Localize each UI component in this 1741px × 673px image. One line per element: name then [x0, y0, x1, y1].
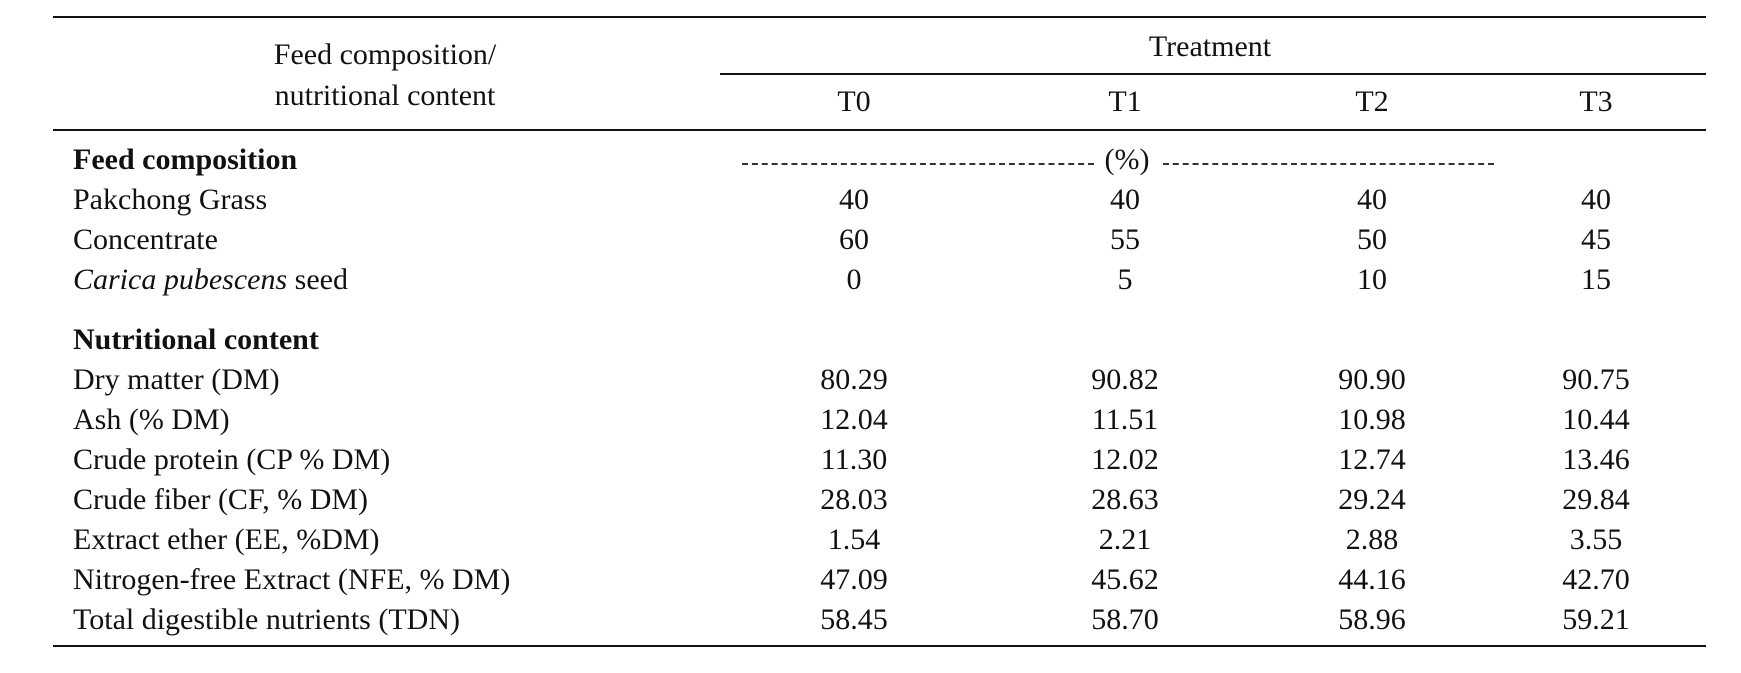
cell-value: 44.16	[1338, 563, 1406, 596]
cell-value: 58.96	[1338, 603, 1406, 636]
cell-value: 2.21	[1098, 523, 1152, 556]
cell-value: 40	[1110, 183, 1140, 216]
cell-value: 90.82	[1091, 363, 1159, 396]
cell-value: 40	[1581, 183, 1611, 216]
cell-value: 40	[839, 183, 869, 216]
section-title: Feed composition	[73, 143, 298, 176]
cell-value: 58.45	[820, 603, 888, 636]
cell-value: 11.30	[820, 443, 888, 476]
header-rule	[53, 129, 1706, 131]
section-unit: (%)	[1104, 143, 1150, 176]
column-header: T3	[1579, 85, 1613, 118]
unit-dash-left	[742, 163, 1094, 165]
cell-value: 0	[846, 263, 862, 296]
cell-value: 15	[1581, 263, 1611, 296]
row-label-italic: Carica pubescens	[73, 263, 288, 296]
cell-value: 5	[1117, 263, 1133, 296]
cell-value: 28.03	[820, 483, 888, 516]
row-label: Extract ether (EE, %DM)	[73, 523, 380, 556]
cell-value: 60	[839, 223, 869, 256]
row-label: Pakchong Grass	[73, 183, 268, 216]
cell-value: 3.55	[1569, 523, 1623, 556]
row-label: Carica pubescens seed	[73, 265, 348, 295]
cell-value: 12.04	[820, 403, 888, 436]
row-label: Nitrogen-free Extract (NFE, % DM)	[73, 563, 511, 596]
cell-value: 80.29	[820, 363, 888, 396]
cell-value: 58.70	[1091, 603, 1159, 636]
row-label-text: seed	[294, 263, 348, 296]
group-header: Treatment	[1148, 30, 1272, 63]
bottom-rule	[53, 645, 1706, 647]
cell-value: 90.90	[1338, 363, 1406, 396]
cell-value: 47.09	[820, 563, 888, 596]
cell-value: 45.62	[1091, 563, 1159, 596]
cell-value: 42.70	[1562, 563, 1630, 596]
row-label: Concentrate	[73, 223, 218, 256]
section-title: Nutritional content	[73, 323, 319, 356]
column-header: T0	[837, 85, 871, 118]
cell-value: 55	[1110, 223, 1140, 256]
row-label: Dry matter (DM)	[73, 363, 280, 396]
cell-value: 12.74	[1338, 443, 1406, 476]
row-label: Crude protein (CP % DM)	[73, 443, 391, 476]
cell-value: 90.75	[1562, 363, 1630, 396]
top-rule	[53, 16, 1706, 18]
row-header-label: Feed composition/	[273, 38, 497, 71]
cell-value: 59.21	[1562, 603, 1630, 636]
row-label: Total digestible nutrients (TDN)	[73, 603, 460, 636]
cell-value: 50	[1357, 223, 1387, 256]
cell-value: 13.46	[1562, 443, 1630, 476]
cell-value: 10.44	[1562, 403, 1630, 436]
unit-dash-right	[1163, 163, 1494, 165]
cell-value: 1.54	[827, 523, 881, 556]
column-header: T1	[1108, 85, 1142, 118]
cell-value: 28.63	[1091, 483, 1159, 516]
row-label: Crude fiber (CF, % DM)	[73, 483, 369, 516]
cell-value: 10	[1357, 263, 1387, 296]
cell-value: 40	[1357, 183, 1387, 216]
group-rule	[720, 73, 1706, 75]
column-header: T2	[1355, 85, 1389, 118]
row-label: Ash (% DM)	[73, 403, 230, 436]
cell-value: 29.84	[1562, 483, 1630, 516]
cell-value: 10.98	[1338, 403, 1406, 436]
cell-value: 11.51	[1091, 403, 1159, 436]
cell-value: 29.24	[1338, 483, 1406, 516]
row-header-label: nutritional content	[274, 79, 496, 112]
cell-value: 2.88	[1345, 523, 1399, 556]
cell-value: 12.02	[1091, 443, 1159, 476]
cell-value: 45	[1581, 223, 1611, 256]
